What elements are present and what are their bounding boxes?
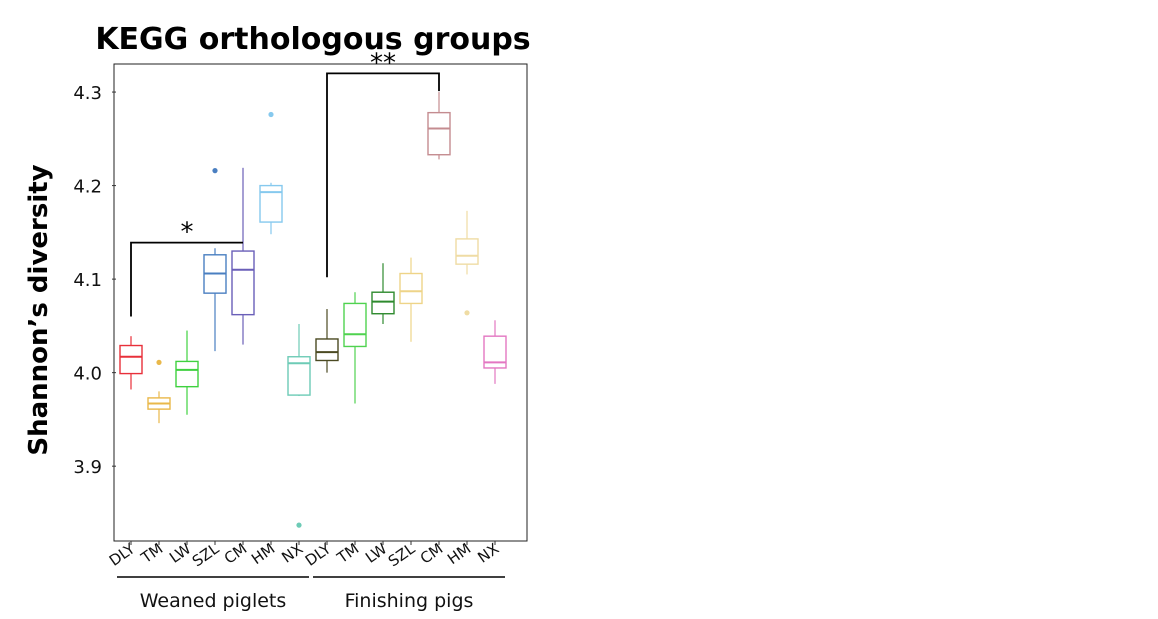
x-tick-label: DLY bbox=[106, 539, 139, 570]
group-label: Weaned piglets bbox=[140, 590, 287, 612]
significance-bracket bbox=[326, 72, 440, 278]
box-finishing-pigs-tm bbox=[343, 292, 367, 404]
box-weaned-piglets-tm bbox=[147, 359, 171, 424]
x-tick-label: LW bbox=[362, 539, 390, 566]
x-tick-label: HM bbox=[248, 540, 278, 569]
box-body bbox=[455, 238, 479, 265]
y-axis-label: Shannon’s diversity bbox=[24, 164, 54, 455]
outlier-point bbox=[156, 359, 162, 365]
x-tick-label: NX bbox=[474, 540, 502, 567]
box-finishing-pigs-cm bbox=[427, 92, 451, 160]
box-body bbox=[287, 356, 311, 396]
box-weaned-piglets-lw bbox=[175, 330, 199, 415]
box-body bbox=[231, 250, 255, 316]
outlier-point bbox=[268, 111, 274, 118]
chart-title: KEGG orthologous groups bbox=[95, 22, 530, 57]
x-tick-label: SZL bbox=[385, 539, 419, 570]
box-weaned-piglets-szl bbox=[203, 168, 227, 352]
box-finishing-pigs-lw bbox=[371, 263, 395, 325]
significance-annotations: *** bbox=[130, 48, 440, 317]
box-body bbox=[483, 335, 507, 369]
x-tick-label: HM bbox=[444, 540, 474, 569]
box-weaned-piglets-nx bbox=[287, 324, 311, 528]
significance-bracket bbox=[130, 241, 243, 317]
box-body bbox=[175, 360, 199, 388]
y-tick-label: 4.1 bbox=[73, 270, 102, 291]
y-tick-label: 4.2 bbox=[73, 177, 102, 198]
y-tick-label: 3.9 bbox=[73, 457, 102, 478]
outlier-point bbox=[296, 522, 302, 528]
outlier-point bbox=[212, 168, 218, 174]
x-tick-label: SZL bbox=[189, 539, 223, 570]
box-body bbox=[427, 111, 451, 156]
box-weaned-piglets-cm bbox=[231, 167, 255, 345]
x-tick-label: TM bbox=[137, 540, 166, 568]
plot-frame bbox=[113, 63, 528, 542]
box-body bbox=[119, 344, 143, 375]
box-finishing-pigs-hm bbox=[455, 210, 479, 316]
group-label: Finishing pigs bbox=[345, 590, 474, 612]
box-body bbox=[371, 291, 395, 315]
box-body bbox=[315, 338, 339, 362]
x-tick-label: CM bbox=[417, 540, 447, 568]
outlier-point bbox=[464, 310, 470, 316]
y-tick-label: 4.3 bbox=[73, 83, 102, 104]
y-axis: 3.9 4.0 4.1 4.2 4.3 bbox=[73, 83, 116, 478]
box-finishing-pigs-dly bbox=[315, 309, 339, 373]
x-tick-label: CM bbox=[221, 540, 251, 568]
box-weaned-piglets-dly bbox=[119, 336, 143, 390]
box-body bbox=[343, 302, 367, 348]
significance-label: * bbox=[181, 218, 194, 248]
x-tick-label: TM bbox=[333, 540, 362, 568]
box-body bbox=[259, 184, 283, 223]
x-tick-label: LW bbox=[166, 539, 194, 566]
box-series bbox=[119, 92, 507, 528]
box-weaned-piglets-hm bbox=[259, 111, 283, 235]
significance-label: ** bbox=[370, 48, 396, 78]
group-labels: Weaned piglets Finishing pigs bbox=[117, 576, 505, 612]
y-tick-label: 4.0 bbox=[73, 364, 102, 385]
box-finishing-pigs-nx bbox=[483, 320, 507, 384]
x-tick-label: DLY bbox=[302, 539, 335, 570]
box-body bbox=[399, 272, 423, 305]
box-finishing-pigs-szl bbox=[399, 257, 423, 342]
x-tick-label: NX bbox=[278, 540, 306, 567]
